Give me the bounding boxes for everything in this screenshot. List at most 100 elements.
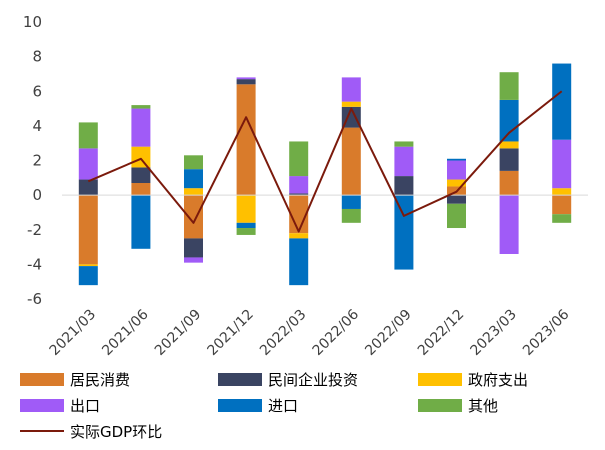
x-tick-label: 2022/03	[257, 307, 309, 359]
y-tick-label: 2	[32, 152, 42, 170]
bar-segment-0-2023-06	[552, 195, 572, 215]
bar-segment-1-2023-03	[499, 148, 519, 171]
x-tick-label: 2021/03	[47, 307, 99, 359]
bar-segment-2-2023-03	[499, 141, 519, 149]
legend-swatch	[218, 399, 262, 412]
y-axis: -6 -4 -2 0 2 4 6 8 10	[23, 13, 42, 308]
bar-segment-3-2021-03	[78, 148, 98, 180]
bar-segment-2-2021-06	[131, 146, 151, 168]
bar-segment-4-2022-09	[394, 195, 414, 270]
bar-segment-3-2022-06	[341, 77, 361, 102]
bar-segment-1-2021-09	[184, 238, 203, 258]
y-tick-label: 6	[32, 82, 42, 100]
y-tick-label: -4	[27, 255, 42, 273]
x-tick-label: 2021/06	[99, 306, 152, 359]
bar-segment-0-2022-06	[341, 127, 361, 196]
legend-label: 民间企业投资	[268, 371, 358, 389]
bar-segment-5-2021-12	[236, 228, 256, 235]
legend-swatch	[218, 373, 262, 386]
bar-segment-2-2021-03	[78, 264, 98, 267]
legend-label: 政府支出	[468, 371, 528, 389]
legend-label: 出口	[70, 397, 100, 415]
bar-segment-0-2021-06	[131, 183, 151, 196]
x-axis: 2021/03 2021/06 2021/09 2021/12 2022/03 2022/…	[47, 306, 573, 359]
bar-segment-3-2021-09	[184, 257, 203, 263]
bar-segment-2-2021-12	[236, 195, 256, 223]
legend-item-0: 居民消费	[20, 371, 130, 389]
bar-segment-5-2023-03	[499, 72, 519, 100]
bar-segment-4-2022-12	[447, 158, 466, 161]
x-tick-label: 2022/09	[362, 307, 414, 359]
x-tick-label: 2021/09	[152, 307, 204, 359]
bar-segment-0-2021-09	[184, 195, 203, 239]
legend-swatch	[418, 373, 462, 386]
bar-segment-2-2021-09	[184, 188, 203, 196]
bar-segment-1-2022-03	[289, 193, 309, 196]
bar-segment-3-2022-09	[394, 146, 414, 177]
y-tick-label: -6	[27, 290, 42, 308]
legend-item-3: 出口	[20, 397, 100, 415]
legend-label: 进口	[268, 397, 298, 415]
x-tick-label: 2022/12	[415, 307, 467, 359]
bar-segment-0-2022-03	[289, 195, 309, 234]
x-tick-label: 2023/03	[467, 307, 519, 359]
x-tick-label: 2022/06	[310, 306, 363, 359]
bar-segment-5-2022-06	[341, 208, 361, 223]
y-tick-label: 4	[32, 117, 42, 135]
bar-segment-5-2021-03	[78, 122, 98, 149]
bar-segment-4-2021-12	[236, 222, 256, 229]
legend-item-2: 政府支出	[418, 371, 528, 389]
bar-segment-3-2021-12	[236, 77, 256, 80]
bar-segment-1-2022-06	[341, 106, 361, 128]
bar-segment-4-2022-06	[341, 195, 361, 209]
bar-segment-5-2022-09	[394, 141, 414, 147]
gdp-series-line	[87, 90, 563, 233]
bar-segment-3-2022-12	[447, 160, 466, 180]
legend-item-1: 民间企业投资	[218, 371, 358, 389]
bar-segment-4-2023-03	[499, 99, 519, 142]
legend-swatch	[20, 373, 64, 386]
legend-item-5: 其他	[418, 397, 498, 415]
y-tick-label: 8	[32, 48, 42, 66]
bars	[78, 63, 572, 286]
bar-segment-1-2021-03	[78, 179, 98, 196]
y-tick-label: 10	[23, 13, 42, 31]
x-tick-label: 2021/12	[204, 307, 256, 359]
bar-segment-5-2021-09	[184, 155, 203, 170]
bar-segment-1-2022-09	[394, 176, 414, 196]
legend-swatch	[20, 399, 64, 412]
bar-segment-5-2023-06	[552, 214, 572, 223]
legend-item-4: 进口	[218, 397, 298, 415]
bar-segment-1-2021-06	[131, 167, 151, 184]
bar-segment-4-2021-09	[184, 169, 203, 189]
bar-segment-5-2021-06	[131, 105, 151, 109]
legend-label: 其他	[468, 397, 498, 415]
legend-label: 居民消费	[70, 371, 130, 389]
legend-label: 实际GDP环比	[70, 423, 162, 441]
bar-segment-0-2021-12	[236, 84, 256, 196]
x-tick-label: 2023/06	[520, 306, 573, 359]
bar-segment-4-2021-03	[78, 266, 98, 286]
bar-segment-2-2023-06	[552, 188, 572, 196]
bar-segment-1-2022-12	[447, 195, 466, 204]
gdp-line	[87, 90, 563, 233]
bar-segment-3-2023-06	[552, 139, 572, 189]
bar-segment-2-2022-03	[289, 233, 309, 239]
legend-swatch	[418, 399, 462, 412]
bar-segment-0-2021-03	[78, 195, 98, 265]
bar-segment-3-2023-03	[499, 195, 519, 254]
bar-segment-4-2021-06	[131, 195, 151, 249]
y-tick-label: 0	[32, 186, 42, 204]
bar-segment-4-2023-06	[552, 63, 572, 140]
bar-segment-2-2022-12	[447, 179, 466, 187]
bar-segment-2-2022-06	[341, 101, 361, 107]
bar-segment-0-2023-03	[499, 170, 519, 196]
bar-segment-3-2021-06	[131, 108, 151, 147]
bar-segment-5-2022-03	[289, 141, 309, 177]
legend-item-6: 实际GDP环比	[20, 423, 162, 441]
y-tick-label: -2	[27, 221, 42, 239]
bar-segment-5-2022-12	[447, 203, 466, 229]
bar-segment-1-2021-12	[236, 79, 256, 85]
